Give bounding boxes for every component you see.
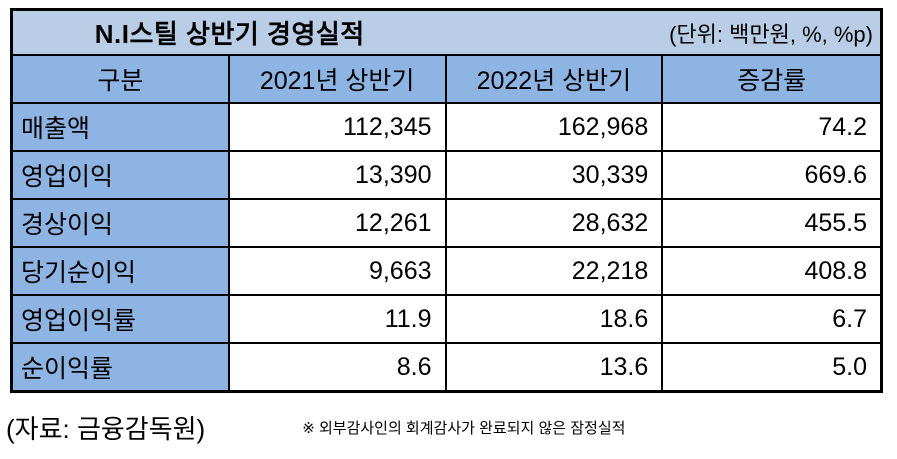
value-2022: 30,339 <box>446 152 664 198</box>
row-label: 경상이익 <box>13 200 230 246</box>
value-2021: 8.6 <box>229 344 447 390</box>
table-row-revenue: 매출액 112,345 162,968 74.2 <box>13 104 880 152</box>
table-title: N.I스틸 상반기 경영실적 <box>94 19 365 49</box>
audit-note: ※ 외부감사인의 회계감사가 완료되지 않은 잠정실적 <box>302 419 626 437</box>
value-change: 5.0 <box>663 344 880 390</box>
row-label: 순이익률 <box>13 344 230 390</box>
source-label: (자료: 금융감독원) <box>6 413 206 444</box>
value-2021: 9,663 <box>229 248 447 294</box>
value-change: 455.5 <box>663 200 880 246</box>
row-label: 영업이익 <box>13 152 230 198</box>
value-change: 669.6 <box>663 152 880 198</box>
value-2022: 13.6 <box>446 344 664 390</box>
financial-results-table: N.I스틸 상반기 경영실적 (단위: 백만원, %, %p) 구분 2021년… <box>10 8 883 393</box>
table-row-ordinary-profit: 경상이익 12,261 28,632 455.5 <box>13 200 880 248</box>
header-2022-h1: 2022년 상반기 <box>446 56 664 102</box>
table-row-net-margin: 순이익률 8.6 13.6 5.0 <box>13 344 880 390</box>
unit-note: (단위: 백만원, %, %p) <box>669 21 873 47</box>
row-label: 당기순이익 <box>13 248 230 294</box>
value-2021: 11.9 <box>229 296 447 342</box>
table-row-operating-profit: 영업이익 13,390 30,339 669.6 <box>13 152 880 200</box>
row-label: 영업이익률 <box>13 296 230 342</box>
table-row-net-income: 당기순이익 9,663 22,218 408.8 <box>13 248 880 296</box>
value-2022: 22,218 <box>446 248 664 294</box>
header-change-rate: 증감률 <box>663 56 880 102</box>
value-change: 6.7 <box>663 296 880 342</box>
footer: (자료: 금융감독원) ※ 외부감사인의 회계감사가 완료되지 않은 잠정실적 <box>6 403 891 451</box>
value-change: 74.2 <box>663 104 880 150</box>
value-2022: 162,968 <box>446 104 664 150</box>
header-2021-h1: 2021년 상반기 <box>229 56 447 102</box>
value-2021: 12,261 <box>229 200 447 246</box>
table-header-row: 구분 2021년 상반기 2022년 상반기 증감률 <box>13 56 880 104</box>
table-row-operating-margin: 영업이익률 11.9 18.6 6.7 <box>13 296 880 344</box>
table-title-row: N.I스틸 상반기 경영실적 (단위: 백만원, %, %p) <box>13 11 880 56</box>
value-2022: 28,632 <box>446 200 664 246</box>
header-category: 구분 <box>13 56 230 102</box>
value-2021: 13,390 <box>229 152 447 198</box>
value-2021: 112,345 <box>229 104 447 150</box>
row-label: 매출액 <box>13 104 230 150</box>
value-2022: 18.6 <box>446 296 664 342</box>
value-change: 408.8 <box>663 248 880 294</box>
